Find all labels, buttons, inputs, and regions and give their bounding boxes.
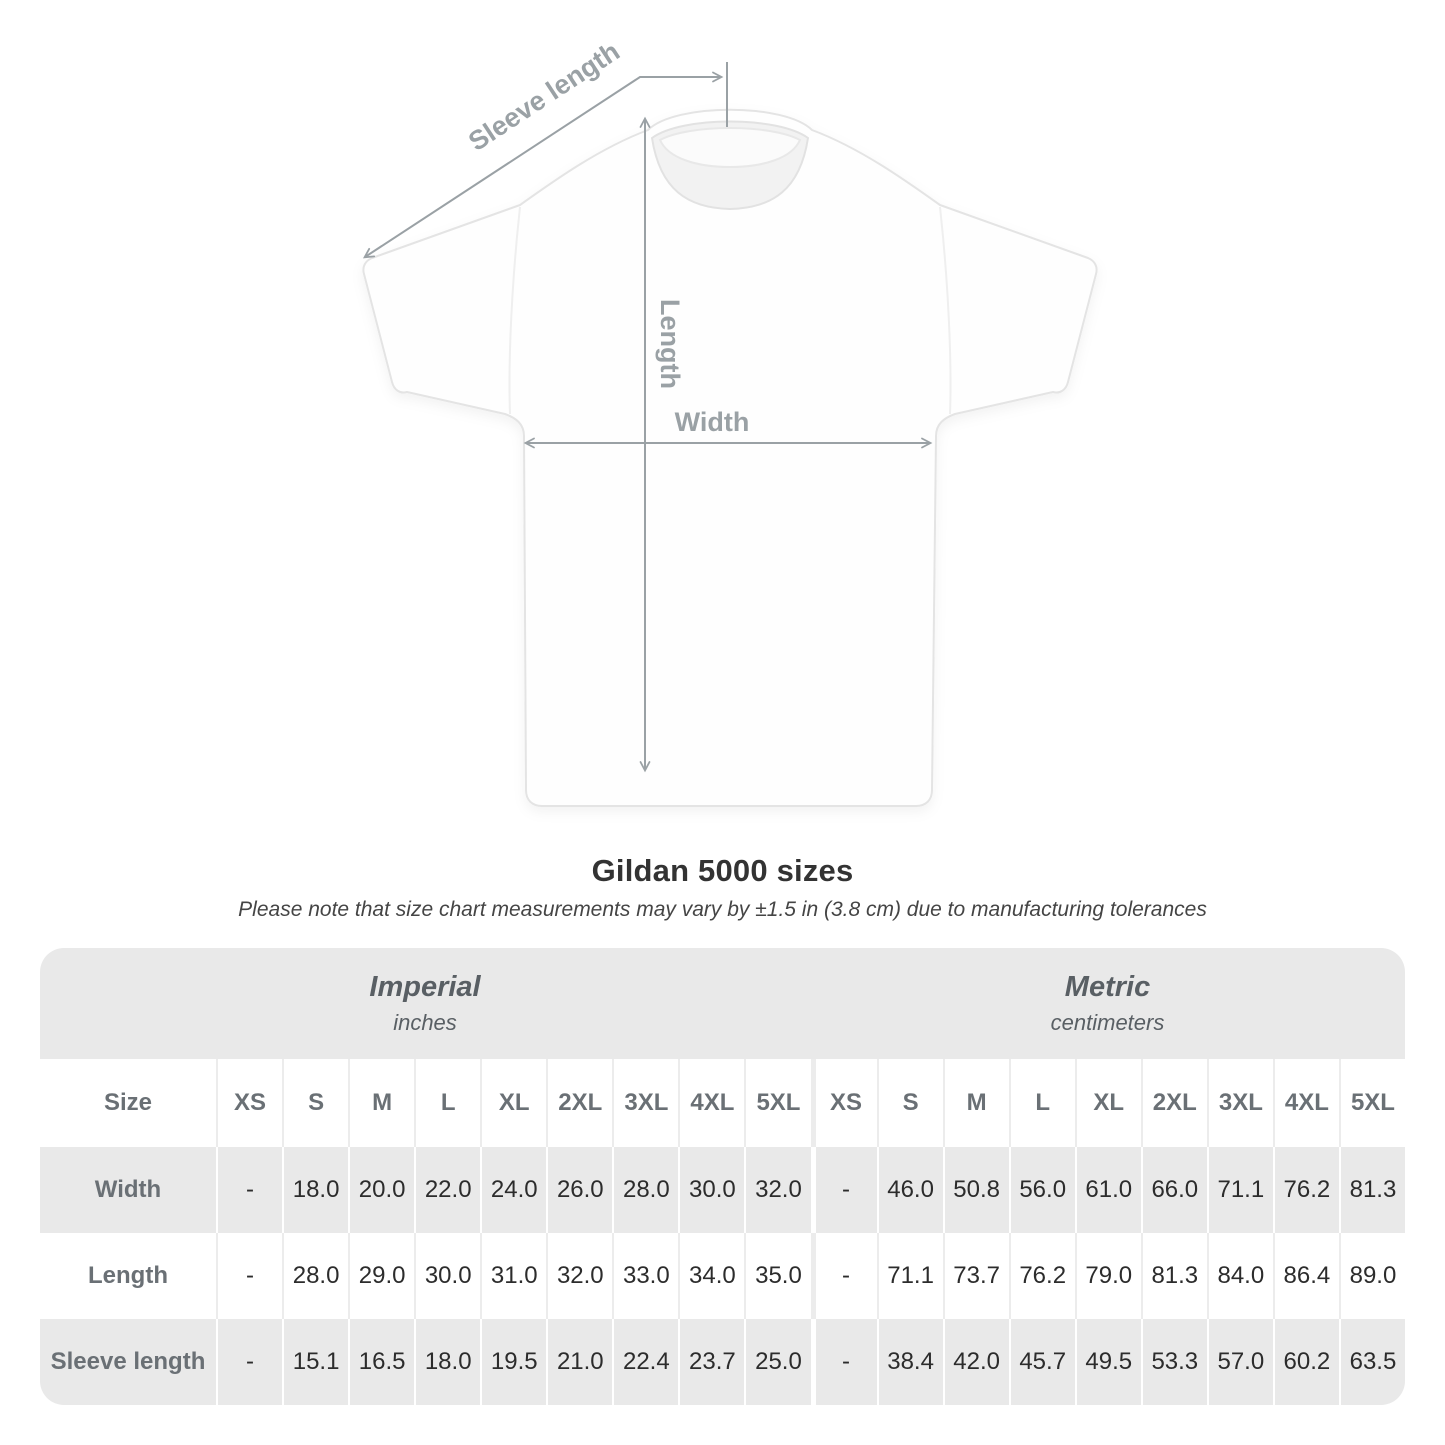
length-metric-l: 76.2 xyxy=(1008,1233,1075,1319)
sleeve-metric-xs: - xyxy=(810,1319,877,1405)
sleeve-imperial-5xl: 25.0 xyxy=(744,1319,810,1405)
sleeve-imperial-m: 16.5 xyxy=(348,1319,414,1405)
sleeve-metric-2xl: 53.3 xyxy=(1140,1319,1207,1405)
sleeve-metric-5xl: 63.5 xyxy=(1338,1319,1405,1405)
width-imperial-xs: - xyxy=(216,1147,282,1233)
length-metric-xs: - xyxy=(810,1233,877,1319)
size-header-imperial-2xl: 2XL xyxy=(546,1059,612,1147)
sleeve-metric-xl: 49.5 xyxy=(1074,1319,1141,1405)
length-imperial-s: 28.0 xyxy=(282,1233,348,1319)
metric-label: Metric xyxy=(1064,971,1151,1003)
sleeve-metric-l: 45.7 xyxy=(1008,1319,1075,1405)
size-header-imperial-4xl: 4XL xyxy=(678,1059,744,1147)
width-imperial-4xl: 30.0 xyxy=(678,1147,744,1233)
length-imperial-5xl: 35.0 xyxy=(744,1233,810,1319)
width-imperial-m: 20.0 xyxy=(348,1147,414,1233)
size-header-imperial-xl: XL xyxy=(480,1059,546,1147)
tolerance-note: Please note that size chart measurements… xyxy=(238,898,1207,921)
length-metric-m: 73.7 xyxy=(942,1233,1009,1319)
width-metric-l: 56.0 xyxy=(1008,1147,1075,1233)
width-label: Width xyxy=(675,407,750,437)
length-imperial-2xl: 32.0 xyxy=(546,1233,612,1319)
sleeve-imperial-4xl: 23.7 xyxy=(678,1319,744,1405)
sleeve-imperial-xl: 19.5 xyxy=(480,1319,546,1405)
size-header-imperial-xs: XS xyxy=(216,1059,282,1147)
size-column-header: Size xyxy=(103,1089,153,1116)
length-imperial-l: 30.0 xyxy=(414,1233,480,1319)
sleeve-length-arrow xyxy=(362,71,724,259)
page-title: Gildan 5000 sizes xyxy=(591,853,854,888)
tshirt-right-sleeve-seam xyxy=(939,206,952,415)
sleeve-imperial-3xl: 22.4 xyxy=(612,1319,678,1405)
width-metric-s: 46.0 xyxy=(876,1147,943,1233)
width-imperial-3xl: 28.0 xyxy=(612,1147,678,1233)
tshirt-diagram-svg: Sleeve length Length Width xyxy=(362,36,1098,807)
sleeve-imperial-l: 18.0 xyxy=(414,1319,480,1405)
size-header-imperial-5xl: 5XL xyxy=(744,1059,810,1147)
measurement-annotations xyxy=(362,62,933,773)
tshirt-measurement-diagram: Sleeve length Length Width xyxy=(362,36,1098,807)
width-metric-4xl: 76.2 xyxy=(1272,1147,1339,1233)
width-metric-xl: 61.0 xyxy=(1074,1147,1141,1233)
unit-header-band: Imperial inches Metric centimeters xyxy=(40,948,1405,1059)
size-header-metric-5xl: 5XL xyxy=(1338,1059,1405,1147)
size-header-metric-3xl: 3XL xyxy=(1206,1059,1273,1147)
tshirt-illustration xyxy=(362,108,1098,807)
imperial-header: Imperial inches xyxy=(40,948,810,1059)
length-metric-4xl: 86.4 xyxy=(1272,1233,1339,1319)
width-metric-5xl: 81.3 xyxy=(1338,1147,1405,1233)
width-imperial-xl: 24.0 xyxy=(480,1147,546,1233)
size-header-metric-m: M xyxy=(942,1059,1009,1147)
size-header-metric-4xl: 4XL xyxy=(1272,1059,1339,1147)
width-imperial-s: 18.0 xyxy=(282,1147,348,1233)
row-label-width: Width xyxy=(94,1176,162,1203)
width-imperial-l: 22.0 xyxy=(414,1147,480,1233)
tshirt-body-shape xyxy=(362,108,1098,807)
size-header-metric-2xl: 2XL xyxy=(1140,1059,1207,1147)
sleeve-metric-3xl: 57.0 xyxy=(1206,1319,1273,1405)
metric-header: Metric centimeters xyxy=(810,948,1405,1059)
table-row-width: Width - 18.0 20.0 22.0 24.0 26.0 28.0 30… xyxy=(40,1147,1405,1233)
length-metric-2xl: 81.3 xyxy=(1140,1233,1207,1319)
length-imperial-xl: 31.0 xyxy=(480,1233,546,1319)
imperial-label: Imperial xyxy=(369,971,481,1003)
sleeve-metric-m: 42.0 xyxy=(942,1319,1009,1405)
table-row-length: Length - 28.0 29.0 30.0 31.0 32.0 33.0 3… xyxy=(40,1233,1405,1319)
row-label-sleeve-length: Sleeve length xyxy=(50,1348,206,1375)
width-metric-3xl: 71.1 xyxy=(1206,1147,1273,1233)
length-imperial-4xl: 34.0 xyxy=(678,1233,744,1319)
length-label: Length xyxy=(655,299,685,389)
metric-sublabel: centimeters xyxy=(1050,1010,1165,1035)
size-header-row: Size XS S M L XL 2XL 3XL 4XL 5XL XS S M … xyxy=(40,1059,1405,1147)
length-imperial-xs: - xyxy=(216,1233,282,1319)
size-header-metric-l: L xyxy=(1008,1059,1075,1147)
size-header-imperial-m: M xyxy=(348,1059,414,1147)
length-imperial-3xl: 33.0 xyxy=(612,1233,678,1319)
sleeve-imperial-xs: - xyxy=(216,1319,282,1405)
sleeve-metric-s: 38.4 xyxy=(876,1319,943,1405)
width-metric-xs: - xyxy=(810,1147,877,1233)
sleeve-metric-4xl: 60.2 xyxy=(1272,1319,1339,1405)
sleeve-imperial-s: 15.1 xyxy=(282,1319,348,1405)
width-metric-2xl: 66.0 xyxy=(1140,1147,1207,1233)
size-header-metric-s: S xyxy=(876,1059,943,1147)
size-header-imperial-3xl: 3XL xyxy=(612,1059,678,1147)
length-metric-5xl: 89.0 xyxy=(1338,1233,1405,1319)
width-imperial-2xl: 26.0 xyxy=(546,1147,612,1233)
size-header-imperial-s: S xyxy=(282,1059,348,1147)
sleeve-imperial-2xl: 21.0 xyxy=(546,1319,612,1405)
length-metric-3xl: 84.0 xyxy=(1206,1233,1273,1319)
size-header-metric-xl: XL xyxy=(1074,1059,1141,1147)
row-label-length: Length xyxy=(88,1262,168,1289)
size-chart-table: Imperial inches Metric centimeters Size … xyxy=(40,948,1405,1405)
length-metric-s: 71.1 xyxy=(876,1233,943,1319)
width-imperial-5xl: 32.0 xyxy=(744,1147,810,1233)
imperial-sublabel: inches xyxy=(393,1010,457,1035)
length-metric-xl: 79.0 xyxy=(1074,1233,1141,1319)
width-metric-m: 50.8 xyxy=(942,1147,1009,1233)
table-row-sleeve-length: Sleeve length - 15.1 16.5 18.0 19.5 21.0… xyxy=(40,1319,1405,1405)
size-header-metric-xs: XS xyxy=(810,1059,877,1147)
length-imperial-m: 29.0 xyxy=(348,1233,414,1319)
size-header-imperial-l: L xyxy=(414,1059,480,1147)
